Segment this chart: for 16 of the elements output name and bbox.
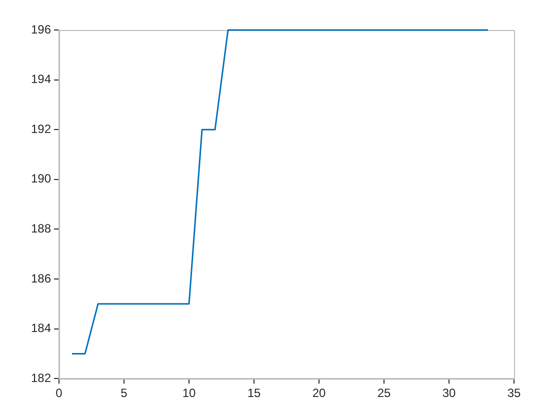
x-tick-label: 30 bbox=[442, 386, 456, 400]
y-tick-label: 184 bbox=[30, 321, 52, 336]
x-tick-label: 35 bbox=[507, 386, 521, 400]
y-tick-label: 192 bbox=[30, 122, 52, 136]
x-tick-label: 25 bbox=[377, 386, 391, 400]
x-tick-label: 5 bbox=[120, 386, 128, 400]
y-tick-label: 182 bbox=[30, 370, 52, 385]
y-tick-label: 190 bbox=[30, 172, 52, 186]
y-tick-label: 186 bbox=[30, 271, 52, 286]
x-tick-label: 15 bbox=[247, 386, 262, 400]
y-tick-label: 194 bbox=[30, 72, 52, 86]
x-tick-label: 20 bbox=[312, 386, 326, 400]
y-tick-label: 196 bbox=[30, 22, 52, 36]
y-tick-label: 188 bbox=[30, 222, 52, 236]
x-tick-label: 10 bbox=[182, 386, 196, 400]
x-tick-label: 0 bbox=[56, 386, 63, 400]
